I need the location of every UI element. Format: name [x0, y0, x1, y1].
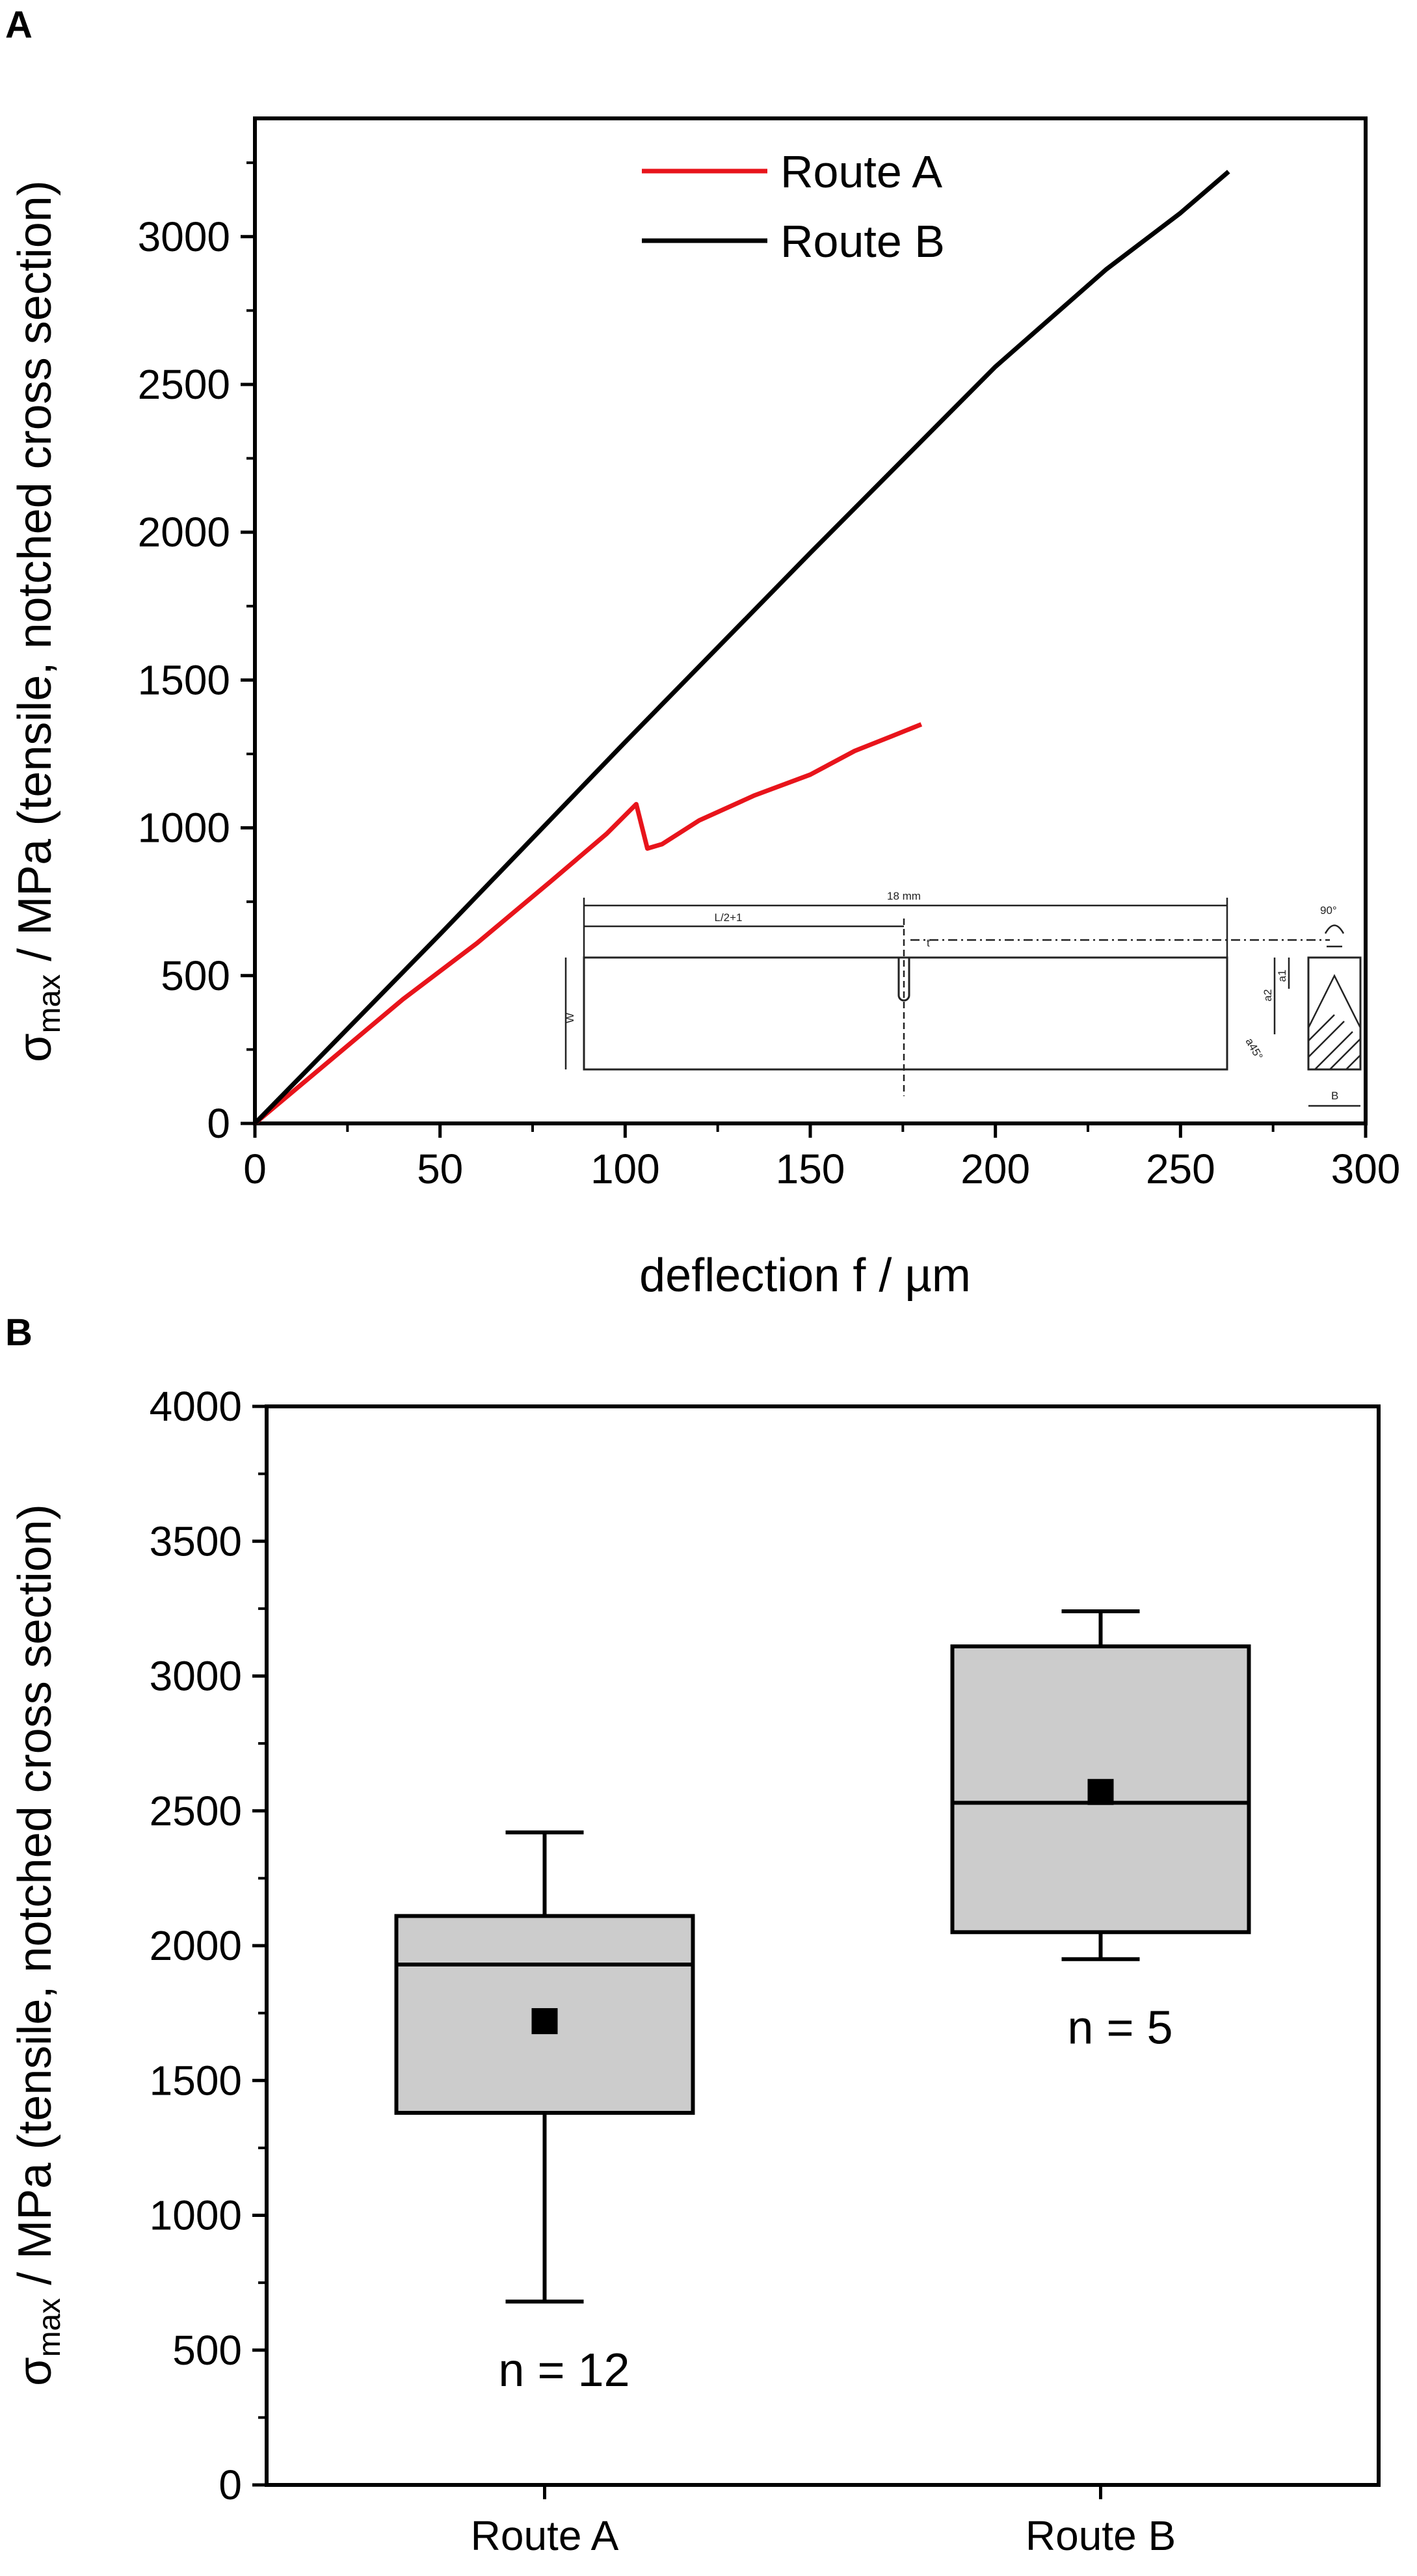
plot-frame-a [253, 116, 1368, 1125]
x-axis-title-a: deflection f / µm [639, 1250, 971, 1302]
inset-label-half: L/2+1 [714, 911, 742, 924]
inset-notch [897, 958, 910, 1002]
axis-ticks-b: 0 500 1000 1500 2000 2500 3000 3500 4000 Route A R… [150, 1383, 1176, 2559]
inset-hatch-1 [1308, 1014, 1335, 1041]
x-tick-label-a: 250 [1146, 1146, 1215, 1192]
inset-label-a2: a2 [1262, 989, 1274, 1002]
inset-specimen-rect [583, 956, 1228, 1071]
x-tick-label-a: 50 [417, 1146, 463, 1192]
inset-label-length: 18 mm [887, 890, 921, 902]
y-tick-label-b: 1000 [150, 2192, 242, 2239]
x-tick-label-a: 0 [243, 1146, 267, 1192]
category-label-route-a: Route A [471, 2512, 619, 2559]
series-line-route-b [253, 170, 1230, 1125]
y-tick-label-b: 1500 [150, 2057, 242, 2104]
inset-angle-mark [1324, 924, 1345, 948]
y-tick-label-b: 3000 [150, 1653, 242, 1700]
n-label-route-b: n = 5 [1067, 2002, 1172, 2054]
y-axis-rest-b: / MPa (tensile, notched cross section) [9, 1504, 61, 2298]
y-tick-label-b: 3500 [150, 1518, 242, 1564]
y-axis-sub-b: max [33, 2298, 67, 2357]
x-tick-label-a: 150 [776, 1146, 845, 1192]
inset-hatch-3 [1314, 1031, 1353, 1070]
y-tick-label-b: 2000 [150, 1922, 242, 1969]
inset-label-b: B [1331, 1090, 1338, 1102]
category-label-route-b: Route B [1026, 2512, 1176, 2559]
legend-a: Route A Route B [642, 146, 945, 267]
inset-label-a45: a45° [1243, 1036, 1265, 1062]
panel-a: 0 50 100 150 200 250 3000500100015002000250030… [9, 116, 1401, 1302]
legend-label-route-b: Route B [780, 216, 945, 267]
inset-cross-section [1307, 956, 1362, 1071]
y-tick-label-a: 1000 [138, 805, 230, 852]
inset-cross-section-notch [1307, 974, 1362, 1028]
inset-label-angle: 90° [1320, 904, 1337, 917]
y-tick-label-a: 3000 [138, 213, 230, 260]
box-plots-b: n = 12 n = 5 [394, 1609, 1251, 2396]
specimen-inset-diagram: 18 mm L/2+1 t W a1 a2 a45° 90° B [564, 890, 1362, 1107]
y-axis-sigma-a: σ [9, 1033, 61, 1062]
y-axis-title-b: σmax / MPa (tensile, notched cross secti… [9, 1504, 67, 2386]
x-tick-label-a: 100 [590, 1146, 660, 1192]
y-axis-rest-a: / MPa (tensile, notched cross section) [9, 180, 61, 974]
y-tick-label-a: 2500 [138, 361, 230, 408]
y-tick-label-a: 1500 [138, 656, 230, 703]
axis-ticks-a: 0 50 100 150 200 250 3000500100015002000250030… [138, 161, 1401, 1192]
n-label-route-a: n = 12 [498, 2344, 629, 2396]
mean-marker-route-a [531, 2008, 558, 2035]
inset-hatch-5 [1345, 1054, 1361, 1070]
y-tick-label-b: 500 [172, 2327, 242, 2374]
series-lines-a [253, 170, 1230, 1125]
panel-label-a: A [5, 4, 33, 46]
y-tick-label-b: 2500 [150, 1788, 242, 1834]
y-axis-sigma-b: σ [9, 2357, 61, 2385]
inset-label-a1: a1 [1276, 970, 1288, 982]
y-axis-sub-a: max [33, 974, 67, 1034]
y-axis-title-a: σmax / MPa (tensile, notched cross secti… [9, 180, 67, 1062]
inset-hatch-4 [1329, 1038, 1361, 1070]
legend-label-route-a: Route A [780, 146, 942, 197]
y-tick-label-a: 0 [207, 1100, 230, 1147]
y-tick-label-a: 500 [161, 952, 230, 999]
panel-label-b: B [5, 1311, 33, 1354]
mean-marker-route-b [1087, 1778, 1114, 1805]
inset-label-t: t [927, 937, 930, 949]
x-tick-label-a: 300 [1331, 1146, 1401, 1192]
y-tick-label-b: 0 [219, 2462, 242, 2508]
y-tick-label-b: 4000 [150, 1383, 242, 1430]
inset-hatch-2 [1308, 1021, 1345, 1058]
inset-label-w: W [564, 1013, 576, 1023]
y-tick-label-a: 2000 [138, 509, 230, 556]
series-line-route-a [253, 722, 923, 1125]
x-tick-label-a: 200 [960, 1146, 1030, 1192]
panel-b: 0 500 1000 1500 2000 2500 3000 3500 4000 Route A R… [9, 1383, 1381, 2559]
